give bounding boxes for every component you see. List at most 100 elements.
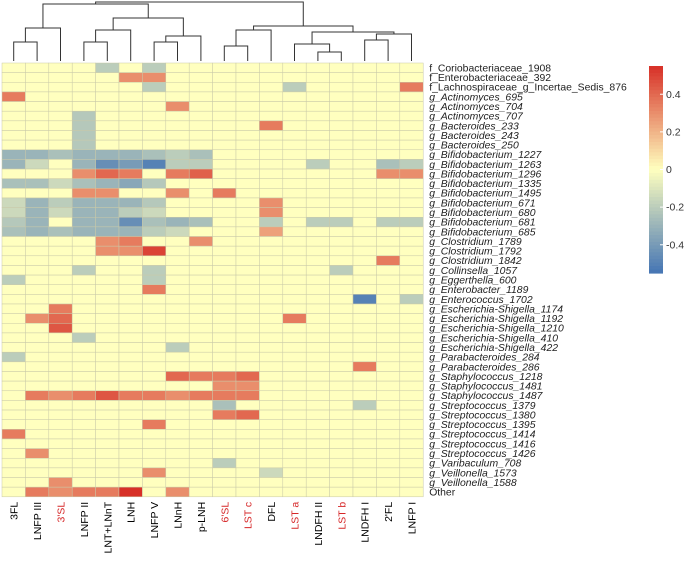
heatmap-cell [71, 245, 96, 257]
heatmap-cell [142, 477, 167, 488]
heatmap-cell [142, 284, 167, 295]
heatmap-cell [305, 371, 330, 382]
colorbar-swatch [649, 221, 663, 226]
row-label: g_Bifidobacterium_671 [429, 198, 535, 209]
colorbar-swatch [649, 114, 663, 119]
heatmap-cell [282, 342, 307, 353]
heatmap-cell [118, 265, 143, 276]
heatmap-cell [95, 159, 120, 170]
heatmap-cell [282, 294, 307, 305]
heatmap-cell [305, 457, 330, 469]
heatmap-cell [399, 168, 424, 179]
heatmap-cell [188, 255, 213, 266]
colorbar-tick-label: -0.2 [666, 202, 684, 214]
dendrogram-branch [253, 25, 354, 32]
heatmap-cell [399, 303, 424, 314]
heatmap-cell [48, 400, 73, 411]
heatmap-cell [118, 457, 143, 469]
heatmap-cell [282, 72, 307, 83]
row-label: g_Staphylococcus_1487 [429, 391, 543, 402]
heatmap-cell [95, 91, 120, 102]
heatmap-cell [95, 342, 120, 353]
heatmap-cell [118, 120, 143, 131]
heatmap-cell [25, 486, 50, 498]
heatmap-cell [71, 313, 96, 324]
heatmap-cell [259, 486, 284, 498]
heatmap-cell [25, 294, 50, 305]
heatmap-cell [212, 332, 237, 343]
heatmap-cell [1, 419, 26, 430]
row-label: g_Clostridium_1792 [429, 247, 522, 258]
heatmap-cell [71, 110, 96, 122]
colorbar-swatch [649, 245, 663, 250]
heatmap-cell [352, 429, 377, 440]
heatmap-cell [212, 62, 237, 73]
heatmap-cells [1, 62, 424, 498]
heatmap-cell [282, 168, 307, 179]
heatmap-cell [165, 159, 190, 170]
heatmap-cell [25, 216, 50, 228]
heatmap-cell [305, 284, 330, 295]
heatmap-cell [259, 265, 284, 276]
heatmap-cell [305, 245, 330, 257]
heatmap-cell [142, 216, 167, 228]
heatmap-cell [165, 207, 190, 218]
heatmap-cell [259, 294, 284, 305]
heatmap-cell [118, 303, 143, 314]
heatmap-cell [71, 168, 96, 179]
heatmap-cell [71, 149, 96, 160]
heatmap-cell [352, 91, 377, 102]
heatmap-cell [1, 284, 26, 295]
colorbar-swatch [649, 231, 663, 236]
colorbar-swatch [649, 235, 663, 240]
row-label: g_Clostridium_1842 [429, 256, 522, 267]
heatmap-cell [188, 197, 213, 208]
heatmap-cell [399, 265, 424, 276]
heatmap-cell [282, 188, 307, 199]
heatmap-cell [25, 178, 50, 189]
heatmap-cell [282, 130, 307, 141]
heatmap-cell [305, 323, 330, 334]
heatmap-cell [71, 101, 96, 112]
heatmap-cell [399, 91, 424, 102]
dendrogram-branch [95, 1, 304, 26]
heatmap-cell [376, 438, 401, 449]
heatmap-cell [352, 159, 377, 170]
heatmap-cell [305, 390, 330, 401]
heatmap-cell [235, 409, 260, 420]
heatmap-cell [235, 438, 260, 449]
heatmap-cell [71, 236, 96, 247]
heatmap-cell [399, 101, 424, 112]
row-label: g_Bifidobacterium_1335 [429, 179, 541, 190]
heatmap-cell [235, 255, 260, 266]
heatmap-cell [305, 467, 330, 478]
heatmap-cell [212, 380, 237, 392]
heatmap-cell [71, 197, 96, 208]
column-label: LST b [336, 502, 348, 530]
heatmap-cell [95, 188, 120, 199]
colorbar-swatch [649, 169, 663, 174]
heatmap-cell [48, 245, 73, 257]
heatmap-cell [212, 82, 237, 93]
heatmap-cell [212, 188, 237, 199]
heatmap-cell [95, 216, 120, 228]
heatmap-cell [259, 274, 284, 285]
heatmap-cell [329, 419, 354, 430]
heatmap-cell [352, 168, 377, 179]
row-label: g_Bifidobacterium_1227 [429, 150, 542, 161]
heatmap-cell [329, 323, 354, 334]
heatmap-cell [25, 188, 50, 199]
heatmap-cell [329, 313, 354, 324]
dendrogram-branch [165, 35, 202, 61]
heatmap-cell [235, 236, 260, 247]
colorbar-swatch [649, 269, 663, 274]
heatmap-cell [212, 130, 237, 141]
heatmap-cell [399, 342, 424, 353]
heatmap-cell [305, 429, 330, 440]
heatmap-cell [71, 284, 96, 295]
heatmap-cell [329, 82, 354, 93]
heatmap-cell [188, 91, 213, 102]
heatmap-cell [259, 216, 284, 228]
heatmap-cell [142, 149, 167, 160]
heatmap-cell [212, 139, 237, 151]
